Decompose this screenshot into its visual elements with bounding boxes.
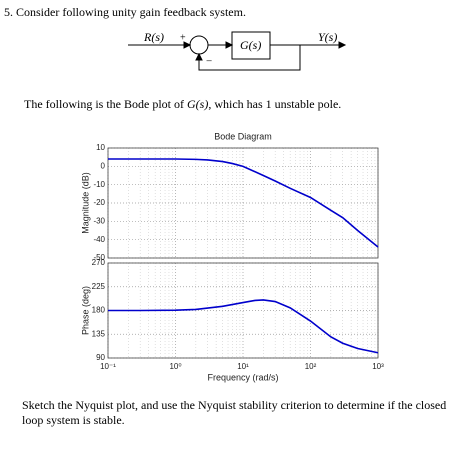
y-tick-label: 0 <box>101 161 106 170</box>
question: 5. Consider following unity gain feedbac… <box>4 5 246 20</box>
minus-sign: − <box>206 56 212 68</box>
y-tick-label: 135 <box>92 329 106 338</box>
feedback-wire <box>198 45 301 71</box>
x-axis-label: Frequency (rad/s) <box>207 372 278 382</box>
closing: Sketch the Nyquist plot, and use the Nyq… <box>22 398 447 427</box>
intro-text: , which has 1 unstable pole. <box>208 97 342 111</box>
x-tick-label: 10¹ <box>237 362 249 371</box>
y-tick-label: 90 <box>96 353 105 362</box>
x-tick-label: 10⁻¹ <box>100 362 116 371</box>
block-label: G(s) <box>240 38 261 52</box>
arrow <box>338 41 347 49</box>
data-line <box>108 158 379 248</box>
summing-junction <box>189 35 209 55</box>
intro: The following is the Bode plot of G(s), … <box>24 97 341 112</box>
output-label: Y(s) <box>318 30 337 44</box>
arrow <box>225 41 234 49</box>
y-tick-label: -10 <box>93 180 105 189</box>
x-tick-label: 10² <box>305 362 317 371</box>
data-line <box>108 299 379 354</box>
y-axis-label: Magnitude (dB) <box>80 172 90 234</box>
x-tick-label: 10³ <box>372 362 384 371</box>
arrow <box>195 52 203 61</box>
plot-frame <box>107 147 379 259</box>
x-tick-label: 10⁰ <box>169 362 181 371</box>
arrow <box>183 41 192 49</box>
chart-title: Bode Diagram <box>214 131 272 141</box>
intro-math: G(s) <box>186 97 209 111</box>
y-tick-label: -50 <box>93 253 105 262</box>
y-tick-label: 180 <box>92 306 106 315</box>
y-tick-label: 225 <box>92 282 106 291</box>
y-tick-label: 270 <box>92 258 106 267</box>
input-label: R(s) <box>143 30 164 44</box>
question-number: 5. <box>4 5 13 19</box>
y-axis-label: Phase (deg) <box>80 286 90 335</box>
question-text: Consider following unity gain feedback s… <box>16 5 246 19</box>
intro-text: The following is the Bode plot of <box>24 97 184 111</box>
y-tick-label: -40 <box>93 235 105 244</box>
y-tick-label: -20 <box>93 198 105 207</box>
block-diagram: R(s) + G(s) Y(s) − <box>128 30 347 71</box>
y-tick-label: 10 <box>96 143 105 152</box>
plus-sign: + <box>180 32 186 43</box>
y-tick-label: -30 <box>93 216 105 225</box>
